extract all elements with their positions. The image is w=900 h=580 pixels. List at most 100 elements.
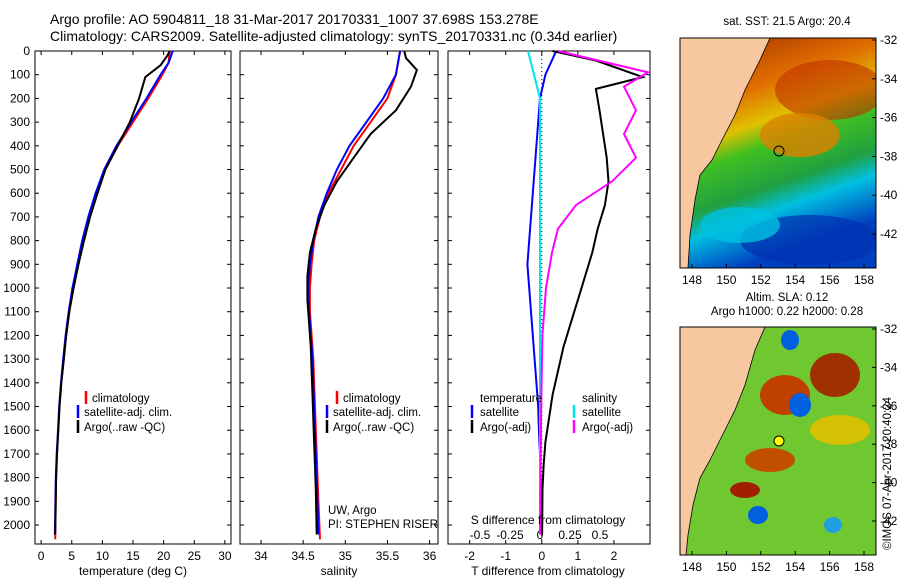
sla-argo-marker <box>773 435 785 447</box>
map-y-tick-label: -36 <box>880 399 898 413</box>
legend-label: satellite-adj. clim. <box>333 407 421 419</box>
legend-label: Argo(-adj) <box>582 422 633 434</box>
map-y-tick-label: -38 <box>880 437 898 451</box>
difference-xlabel: T difference from climatology <box>471 564 625 578</box>
copyright-stamp: ©IMOS 07-Apr-2017 20:40:24 <box>882 396 894 550</box>
sst-land <box>680 38 771 268</box>
temperature-xlabel: temperature (deg C) <box>79 564 187 578</box>
map-y-tick-label: -36 <box>880 111 898 125</box>
map-y-tick-label: -40 <box>880 476 898 490</box>
sla-map-title2: Argo h1000: 0.22 h2000: 0.28 <box>711 306 863 318</box>
figure-title-line2: Climatology: CARS2009. Satellite-adjuste… <box>50 28 617 44</box>
depth-tick-label: 2000 <box>3 518 30 532</box>
legend-label: Argo(..raw -QC) <box>84 422 165 434</box>
map-y-tick-label: -40 <box>880 188 898 202</box>
temperature-series <box>53 50 174 540</box>
difference-axes <box>447 50 651 545</box>
x-tick-label: 25 <box>188 549 202 563</box>
temperature-axes <box>34 50 232 545</box>
sla-map-ticks: 148 150 152 154 156 158 -32 -34 -36 -38 -40 -42 <box>682 322 898 574</box>
salinity-legend: climatology satellite-adj. clim. Argo(..… <box>325 391 438 531</box>
sst-map: sat. SST: 21.5 Argo: 20.4 148 150 152 154 15… <box>679 16 898 287</box>
map-x-tick-label: 158 <box>854 273 874 287</box>
x-tick-label: 1 <box>575 549 582 563</box>
map-x-tick-label: 150 <box>716 273 736 287</box>
salinity-annotation-line2: PI: STEPHEN RISER <box>328 519 438 531</box>
series-line-1-1 <box>307 50 402 535</box>
salinity-annotation-line1: UW, Argo <box>328 505 377 517</box>
difference-ticks: -2 -1 0 1 2 -0.5 -0.25 0 0.25 0.5 <box>464 51 618 563</box>
legend-label: satellite-adj. clim. <box>84 407 172 419</box>
map-y-tick-label: -34 <box>880 360 898 374</box>
x-tick-label: 5 <box>68 549 75 563</box>
depth-tick-label: 1300 <box>3 352 30 366</box>
x-tick-label: 30 <box>218 549 232 563</box>
depth-tick-label: 1600 <box>3 423 30 437</box>
depth-tick-label: 400 <box>10 139 30 153</box>
depth-tick-label: 1200 <box>3 328 30 342</box>
sst-map-frame <box>679 37 877 269</box>
map-x-tick-label: 152 <box>751 273 771 287</box>
map-y-tick-label: -38 <box>880 149 898 163</box>
depth-tick-label: 1800 <box>3 471 30 485</box>
sla-high-4 <box>730 482 760 498</box>
legend-label: satellite <box>582 407 621 419</box>
depth-tick-label: 1900 <box>3 494 30 508</box>
x-tick-label: 15 <box>126 549 140 563</box>
sst-warm-core <box>775 60 876 120</box>
series-line-2-3 <box>539 50 651 535</box>
series-line-0-2 <box>54 50 171 535</box>
s-tick-label: 0 <box>537 528 544 542</box>
s-tick-label: 0.5 <box>592 528 609 542</box>
salinity-series <box>306 50 419 540</box>
series-line-2-1 <box>541 50 647 535</box>
map-y-tick-label: -42 <box>880 514 898 528</box>
depth-tick-label: 100 <box>10 68 30 82</box>
sla-high-1 <box>810 353 860 397</box>
depth-tick-label: 1400 <box>3 376 30 390</box>
map-x-tick-label: 154 <box>785 560 805 574</box>
sla-low-2 <box>748 506 768 524</box>
depth-tick-label: 700 <box>10 210 30 224</box>
sla-map: Altim. SLA: 0.12 Argo h1000: 0.22 h2000:… <box>679 292 898 574</box>
sla-low-4 <box>824 517 842 533</box>
depth-ticks: 0 100 200 300 400 500 600 700 800 900 1000 1100 1200… <box>3 44 650 532</box>
x-tick-label: 10 <box>96 549 110 563</box>
s-tick-label: 0.25 <box>558 528 582 542</box>
depth-tick-label: 200 <box>10 91 30 105</box>
x-tick-label: 0 <box>538 549 545 563</box>
map-x-tick-label: 148 <box>682 273 702 287</box>
series-line-1-2 <box>306 50 419 535</box>
temperature-ticks: 0 5 10 15 20 25 30 <box>38 51 232 563</box>
legend-label: satellite <box>480 407 519 419</box>
x-tick-label: 2 <box>611 549 618 563</box>
depth-tick-label: 500 <box>10 163 30 177</box>
map-y-tick-label: -42 <box>880 227 898 241</box>
map-x-tick-label: 154 <box>785 273 805 287</box>
sst-cool-patch <box>700 207 780 243</box>
x-tick-label: -2 <box>464 549 475 563</box>
legend-label: Argo(-adj) <box>480 422 531 434</box>
legend-label: climatology <box>343 393 401 405</box>
map-x-tick-label: 156 <box>820 273 840 287</box>
depth-tick-label: 1100 <box>4 305 30 319</box>
sst-argo-marker <box>773 145 785 157</box>
salinity-xlabel: salinity <box>321 564 358 578</box>
s-tick-label: -0.25 <box>496 528 524 542</box>
salinity-ticks: 34 34.5 35 35.5 36 <box>254 51 437 563</box>
x-tick-label: 35.5 <box>376 549 400 563</box>
x-tick-label: 36 <box>423 549 437 563</box>
difference-series <box>526 50 651 535</box>
sla-mid <box>810 415 870 445</box>
depth-tick-label: 300 <box>10 115 30 129</box>
map-x-tick-label: 152 <box>751 560 771 574</box>
difference-legend: temperature satellite Argo(-adj) salinit… <box>470 393 633 434</box>
map-x-tick-label: 156 <box>820 560 840 574</box>
legend-title-temperature: temperature <box>480 393 542 405</box>
sla-land <box>680 327 766 555</box>
x-tick-label: 35 <box>339 549 353 563</box>
legend-title-salinity: salinity <box>582 393 617 405</box>
salinity-axes <box>239 50 439 545</box>
map-x-tick-label: 150 <box>716 560 736 574</box>
series-line-1-0 <box>308 50 402 540</box>
